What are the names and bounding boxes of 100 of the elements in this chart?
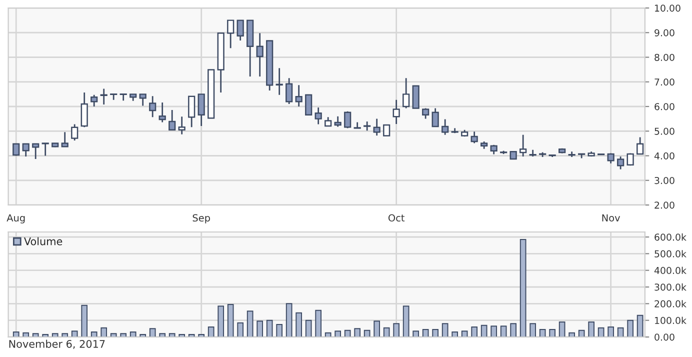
- x-tick-label: Oct: [388, 214, 405, 222]
- candlestick: [22, 143, 30, 158]
- bar: [208, 326, 214, 337]
- candlestick: [42, 142, 49, 156]
- candlestick: [314, 106, 322, 125]
- x-tick-label: Nov: [602, 214, 620, 222]
- bar: [237, 322, 244, 337]
- bar: [149, 328, 156, 337]
- legend-label: Volume: [24, 237, 62, 246]
- bar: [246, 310, 254, 337]
- candlestick: [305, 94, 312, 116]
- y-tick-label: 9.00: [654, 29, 674, 36]
- bar: [276, 324, 283, 337]
- bar: [627, 320, 634, 337]
- bar: [617, 327, 624, 337]
- candlestick: [334, 116, 342, 128]
- bar: [130, 332, 136, 337]
- candlestick: [617, 156, 624, 170]
- candlestick: [490, 144, 498, 155]
- y-tick-label: 4.00: [654, 152, 674, 160]
- bar: [530, 323, 536, 337]
- y-tick-label: 7.00: [654, 78, 674, 86]
- y-tick-label: 0.00: [654, 334, 674, 341]
- candlestick: [32, 143, 40, 160]
- bar: [422, 329, 429, 337]
- candlestick: [256, 32, 264, 78]
- bar: [198, 334, 205, 337]
- bar: [22, 332, 30, 337]
- candlestick: [188, 96, 196, 128]
- bar: [500, 326, 507, 337]
- candlestick: [364, 120, 371, 132]
- bar: [227, 304, 234, 337]
- text: November 6, 2017: [9, 340, 105, 349]
- candlestick: [12, 143, 20, 156]
- bar: [334, 330, 341, 337]
- bar: [344, 330, 351, 337]
- bar: [178, 334, 186, 337]
- bar: [305, 320, 312, 337]
- bar: [520, 239, 526, 337]
- candlestick: [295, 84, 302, 108]
- bar: [168, 333, 176, 337]
- bar: [383, 327, 390, 337]
- candlestick: [344, 110, 352, 129]
- candlestick: [373, 118, 380, 136]
- bar: [461, 330, 468, 337]
- candlestick: [470, 130, 478, 144]
- y-tick-label: 500.0k: [654, 250, 686, 258]
- bar: [81, 304, 88, 337]
- candlestick: [198, 93, 205, 127]
- bar: [588, 322, 594, 337]
- candlestick: [392, 99, 400, 125]
- bar: [42, 334, 49, 337]
- y-tick-label: 8.00: [654, 54, 674, 61]
- candlestick: [139, 93, 146, 106]
- y-tick-label: 600.0k: [654, 233, 686, 241]
- bar: [218, 306, 224, 337]
- candlestick: [61, 131, 68, 148]
- bar: [432, 329, 438, 337]
- bar: [412, 330, 419, 337]
- bar: [90, 332, 98, 337]
- candlestick: [90, 94, 98, 108]
- bar: [110, 333, 117, 337]
- bar: [159, 333, 166, 337]
- bar: [324, 332, 332, 337]
- bar: [256, 320, 264, 337]
- candlestick: [402, 77, 410, 109]
- candlestick: [520, 134, 527, 158]
- candlestick: [71, 124, 78, 142]
- candlestick: [110, 93, 118, 101]
- candlestick: [149, 95, 156, 118]
- bar: [140, 334, 146, 337]
- bar: [286, 303, 292, 337]
- y-tick-label: 10.00: [655, 4, 680, 12]
- x-tick-label: Sep: [192, 214, 210, 224]
- candlestick: [120, 93, 127, 102]
- y-tick-label: 3.00: [654, 176, 674, 184]
- candlestick: [286, 77, 293, 105]
- bar: [12, 332, 20, 337]
- bar: [100, 327, 108, 337]
- y-tick-label: 400.0k: [654, 266, 686, 274]
- bar: [364, 330, 370, 337]
- y-tick-label: 200.0k: [654, 300, 686, 308]
- bar: [393, 323, 400, 337]
- bar: [71, 330, 78, 337]
- candlestick: [442, 118, 449, 136]
- bar: [402, 306, 410, 337]
- candlestick: [422, 108, 430, 120]
- bar: [558, 322, 566, 337]
- bar: [120, 333, 127, 337]
- bar: [374, 320, 380, 337]
- bar: [549, 329, 556, 337]
- bar: [471, 326, 478, 337]
- bar: [480, 324, 488, 337]
- bar: [188, 334, 195, 337]
- bar: [452, 332, 458, 337]
- y-tick-label: 100.0k: [655, 316, 686, 324]
- y-tick-label: 5.00: [654, 128, 674, 135]
- bar: [52, 333, 58, 337]
- candlestick: [236, 20, 244, 42]
- y-tick-label: 6.00: [654, 103, 674, 110]
